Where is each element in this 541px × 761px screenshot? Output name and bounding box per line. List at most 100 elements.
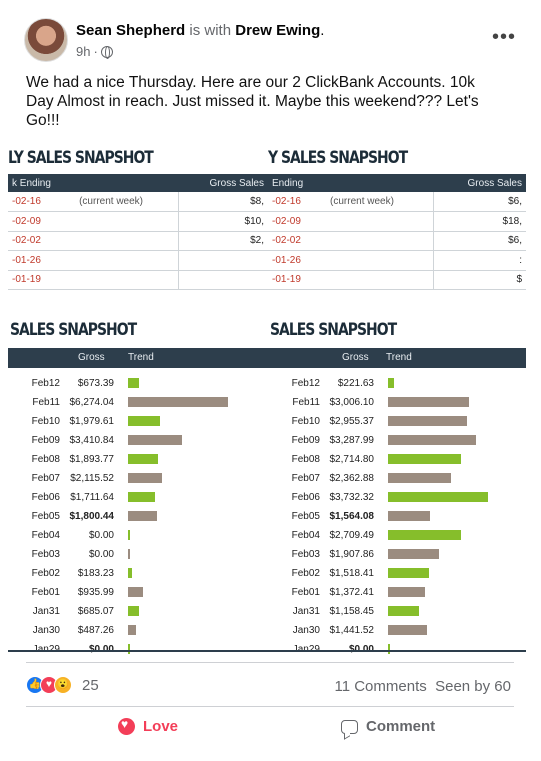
week-date: -01-26	[8, 250, 76, 271]
daily-gross: $3,732.32	[329, 492, 375, 503]
weekly-snapshot-left: LY SALES SNAPSHOT k Ending Gross Sales -…	[8, 146, 268, 294]
col-gross-sales: Gross Sales	[433, 174, 526, 192]
daily-header: Gross Trend	[268, 348, 526, 368]
week-date: -02-02	[8, 231, 76, 251]
daily-gross: $673.39	[77, 378, 114, 389]
trend-bar	[388, 511, 430, 521]
daily-row: Feb04 $2,709.49	[268, 526, 526, 545]
daily-date: Feb11	[292, 397, 320, 408]
week-note: (current week)	[326, 192, 434, 212]
post-header: Sean Shepherd is with Drew Ewing. 9h · •…	[24, 14, 524, 64]
daily-gross: $0.00	[88, 549, 114, 560]
daily-row: Feb06 $3,732.32	[268, 488, 526, 507]
divider-line	[268, 650, 526, 652]
trend-bar	[128, 549, 130, 559]
daily-date: Feb11	[32, 397, 60, 408]
trend-bar	[128, 511, 157, 521]
wow-icon: 😮	[54, 676, 72, 694]
daily-row: Feb12 $221.63	[268, 374, 526, 393]
trend-bar	[128, 644, 130, 654]
comment-button[interactable]: Comment	[341, 718, 435, 735]
love-icon: ♥	[40, 676, 58, 694]
daily-row: Jan29 $0.00	[8, 640, 268, 654]
daily-row: Feb06 $1,711.64	[8, 488, 268, 507]
week-note	[75, 250, 179, 271]
weekly-title: LY SALES SNAPSHOT	[8, 148, 154, 168]
daily-gross: $1,893.77	[69, 454, 115, 465]
daily-gross: $3,410.84	[69, 435, 115, 446]
daily-gross: $1,158.45	[329, 606, 375, 617]
week-date: -01-19	[8, 270, 76, 290]
table-row: -02-09 $10,	[8, 211, 268, 232]
daily-row: Feb01 $935.99	[8, 583, 268, 602]
love-button[interactable]: Love	[118, 717, 179, 735]
col-note	[326, 174, 434, 192]
daily-date: Feb07	[291, 473, 320, 484]
trend-bar	[128, 473, 162, 483]
more-options-icon[interactable]: •••	[491, 26, 516, 48]
week-date: -02-02	[268, 231, 327, 251]
daily-date: Feb05	[291, 511, 320, 522]
daily-gross: $1,441.52	[329, 625, 375, 636]
trend-bar	[128, 568, 132, 578]
trend-bar	[388, 473, 452, 483]
daily-row: Jan31 $685.07	[8, 602, 268, 621]
trend-bar	[128, 625, 136, 635]
daily-date: Feb12	[31, 378, 60, 389]
daily-gross: $1,907.86	[329, 549, 375, 560]
daily-gross: $0.00	[348, 644, 374, 654]
week-gross: $2,	[178, 231, 268, 251]
comments-count[interactable]: 11 Comments	[334, 678, 427, 695]
daily-row: Feb04 $0.00	[8, 526, 268, 545]
author-name[interactable]: Sean Shepherd	[76, 22, 186, 39]
tagged-name[interactable]: Drew Ewing	[235, 22, 321, 39]
daily-snapshot-right: SALES SNAPSHOT Gross Trend Feb12 $221.63 F…	[268, 318, 526, 654]
trend-bar	[388, 568, 429, 578]
daily-date: Feb12	[291, 378, 320, 389]
week-date: -02-16	[8, 192, 76, 212]
week-note: (current week)	[75, 192, 179, 212]
daily-date: Feb03	[31, 549, 60, 560]
daily-row: Jan30 $487.26	[8, 621, 268, 640]
daily-gross: $2,955.37	[329, 416, 375, 427]
daily-row: Feb02 $183.23	[8, 564, 268, 583]
seen-count[interactable]: Seen by 60	[435, 678, 511, 695]
daily-date: Feb02	[31, 568, 60, 579]
week-note	[326, 270, 434, 290]
trend-bar	[388, 492, 488, 502]
reactions-summary[interactable]: 👍 ♥ 😮 25	[26, 676, 99, 694]
weekly-table: Ending Gross Sales -02-16 (current week) $…	[268, 174, 526, 290]
daily-date: Feb06	[31, 492, 60, 503]
avatar[interactable]	[24, 18, 68, 62]
daily-gross: $6,274.04	[69, 397, 115, 408]
daily-gross: $2,362.88	[329, 473, 375, 484]
week-gross: $8,	[178, 192, 268, 212]
period: .	[320, 22, 325, 39]
week-note	[75, 231, 179, 251]
daily-row: Feb02 $1,518.41	[268, 564, 526, 583]
week-gross: $6,	[432, 192, 526, 212]
reaction-icons: 👍 ♥ 😮	[26, 676, 72, 694]
divider	[26, 662, 514, 663]
table-row: -02-02 $2,	[8, 231, 268, 251]
daily-row: Feb03 $0.00	[8, 545, 268, 564]
daily-date: Feb01	[31, 587, 60, 598]
globe-icon	[100, 45, 113, 59]
love-label: Love	[143, 718, 179, 735]
daily-date: Jan29	[292, 644, 320, 654]
weekly-snapshot-right: Y SALES SNAPSHOT Ending Gross Sales -02-…	[268, 146, 526, 294]
daily-row: Feb07 $2,362.88	[268, 469, 526, 488]
week-note	[326, 250, 434, 271]
post-time[interactable]: 9h	[76, 44, 91, 59]
col-gross: Gross	[78, 352, 105, 363]
daily-gross: $1,564.08	[329, 511, 375, 522]
col-note	[75, 174, 179, 192]
week-gross: $	[432, 270, 526, 290]
table-row: -02-16 (current week) $8,	[8, 192, 268, 212]
trend-bar	[388, 625, 427, 635]
daily-gross: $2,714.80	[329, 454, 375, 465]
daily-date: Feb02	[291, 568, 320, 579]
table-row: -01-19 $	[268, 270, 526, 290]
daily-date: Feb01	[291, 587, 320, 598]
daily-row: Feb12 $673.39	[8, 374, 268, 393]
